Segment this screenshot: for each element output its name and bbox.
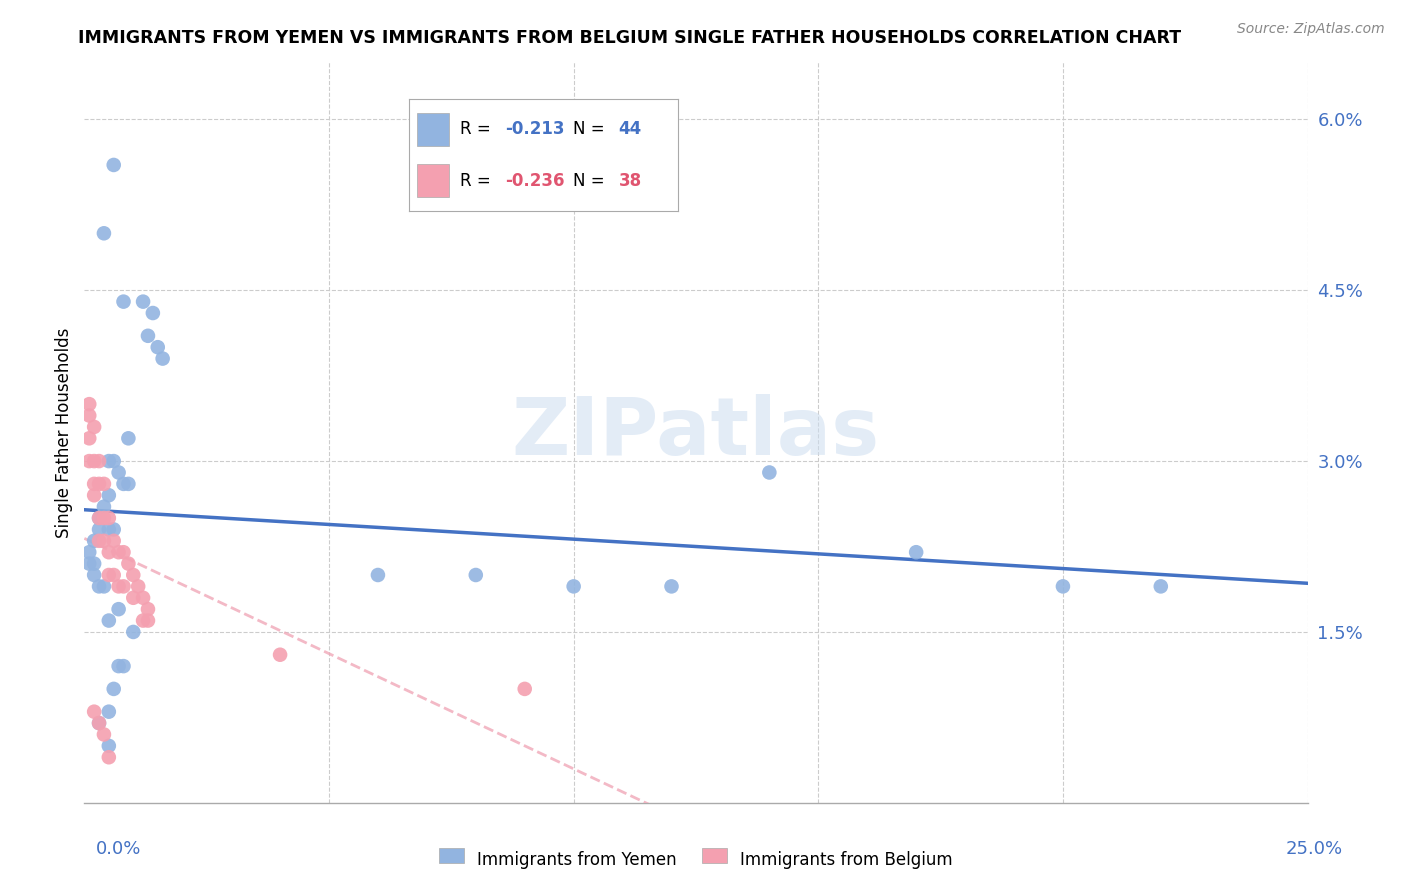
Point: [136, 602, 159, 616]
Point: [77, 545, 100, 559]
Point: [758, 466, 780, 480]
Point: [77, 397, 100, 411]
Point: [93, 727, 115, 741]
Point: [83, 533, 105, 548]
Point: [513, 681, 536, 696]
Point: [83, 476, 105, 491]
Point: [97, 488, 120, 502]
Point: [136, 614, 159, 628]
Point: [103, 568, 125, 582]
Point: [87, 716, 110, 731]
Point: [107, 579, 129, 593]
Point: [97, 705, 120, 719]
Point: [905, 545, 928, 559]
Point: [97, 739, 120, 753]
Point: [132, 294, 155, 309]
Point: [77, 409, 100, 423]
Point: [122, 591, 145, 605]
Point: [93, 227, 115, 241]
Point: [122, 568, 145, 582]
Point: [127, 579, 149, 593]
Point: [103, 533, 125, 548]
Point: [117, 476, 139, 491]
Point: [1052, 579, 1074, 593]
Point: [77, 557, 100, 571]
Point: [107, 545, 129, 559]
Point: [103, 523, 125, 537]
Point: [93, 511, 115, 525]
Point: [97, 750, 120, 764]
Point: [117, 557, 139, 571]
Point: [83, 454, 105, 468]
Point: [87, 579, 110, 593]
Point: [367, 568, 389, 582]
Point: [97, 511, 120, 525]
Point: [93, 579, 115, 593]
Point: [107, 466, 129, 480]
Point: [83, 420, 105, 434]
Text: 0.0%: 0.0%: [96, 840, 141, 858]
Point: [107, 659, 129, 673]
Point: [1150, 579, 1173, 593]
Point: [93, 500, 115, 514]
Point: [87, 523, 110, 537]
Point: [87, 716, 110, 731]
Point: [87, 454, 110, 468]
Point: [146, 340, 169, 354]
Point: [97, 568, 120, 582]
Text: IMMIGRANTS FROM YEMEN VS IMMIGRANTS FROM BELGIUM SINGLE FATHER HOUSEHOLDS CORREL: IMMIGRANTS FROM YEMEN VS IMMIGRANTS FROM…: [79, 29, 1181, 47]
Point: [117, 431, 139, 445]
Point: [562, 579, 585, 593]
Point: [112, 659, 135, 673]
Point: [87, 476, 110, 491]
Point: [77, 431, 100, 445]
Text: Source: ZipAtlas.com: Source: ZipAtlas.com: [1237, 22, 1385, 37]
Point: [132, 591, 155, 605]
Point: [152, 351, 174, 366]
Y-axis label: Single Father Households: Single Father Households: [55, 327, 73, 538]
Point: [97, 614, 120, 628]
Point: [83, 705, 105, 719]
Point: [83, 488, 105, 502]
Point: [97, 454, 120, 468]
Point: [103, 454, 125, 468]
Text: ZIPatlas: ZIPatlas: [512, 393, 880, 472]
Point: [112, 579, 135, 593]
Point: [97, 523, 120, 537]
Legend: Immigrants from Yemen, Immigrants from Belgium: Immigrants from Yemen, Immigrants from B…: [439, 850, 953, 869]
Point: [103, 681, 125, 696]
Point: [87, 511, 110, 525]
Point: [107, 602, 129, 616]
Point: [93, 533, 115, 548]
Point: [464, 568, 486, 582]
Point: [83, 557, 105, 571]
Point: [93, 476, 115, 491]
Point: [142, 306, 165, 320]
Point: [77, 454, 100, 468]
Point: [97, 545, 120, 559]
Point: [87, 511, 110, 525]
Point: [661, 579, 683, 593]
Point: [83, 568, 105, 582]
Point: [112, 476, 135, 491]
Point: [112, 545, 135, 559]
Text: 25.0%: 25.0%: [1285, 840, 1343, 858]
Point: [87, 533, 110, 548]
Point: [122, 624, 145, 639]
Point: [132, 614, 155, 628]
Point: [269, 648, 291, 662]
Point: [112, 294, 135, 309]
Point: [103, 158, 125, 172]
Point: [136, 328, 159, 343]
